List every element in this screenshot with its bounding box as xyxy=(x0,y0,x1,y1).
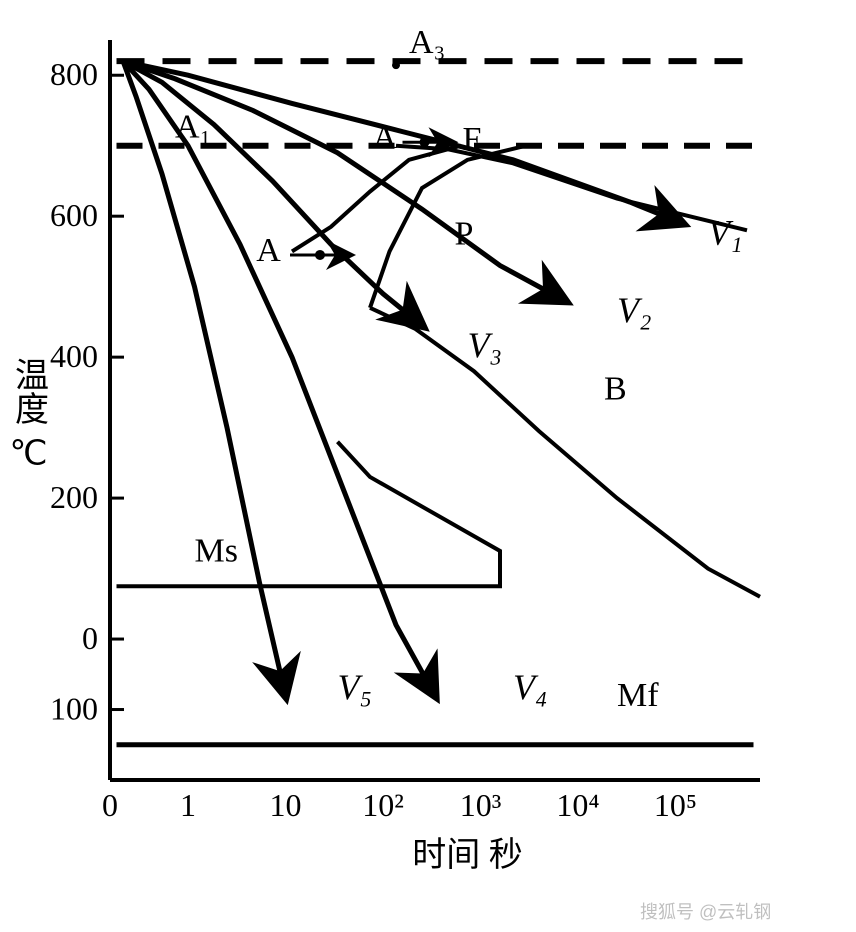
x-axis-label: 时间 秒 xyxy=(412,836,523,874)
x-tick-label: 0 xyxy=(102,787,118,823)
phase-label: Mf xyxy=(617,677,659,714)
y-axis-label: 温度 ℃ xyxy=(10,357,48,474)
cooling-curve-v4 xyxy=(123,61,435,695)
y-tick-label: 200 xyxy=(50,479,98,515)
x-tick-label: 10 xyxy=(270,787,302,823)
cct-curve-p-start xyxy=(292,146,461,252)
x-tick-label: 10⁵ xyxy=(654,787,697,823)
y-tick-label: 100 xyxy=(50,691,98,727)
cct-curve-b xyxy=(370,308,760,597)
x-tick-label: 10³ xyxy=(460,787,502,823)
arrow-label-ap-a: A xyxy=(256,232,281,269)
cct-curve-f xyxy=(396,146,747,231)
phase-label: B xyxy=(604,370,627,407)
watermark: 搜狐号 @云轧钢 xyxy=(640,898,771,924)
arrow-label-af-a: A xyxy=(373,119,398,156)
cooling-curve-label: V₂ xyxy=(617,290,652,330)
cooling-curve-label: V₁ xyxy=(708,212,743,252)
dot-icon xyxy=(315,250,325,260)
x-tick-label: 10⁴ xyxy=(556,787,599,823)
y-tick-label: 800 xyxy=(50,56,98,92)
dashed-line-label: A₁ xyxy=(175,109,211,146)
y-tick-label: 600 xyxy=(50,197,98,233)
cooling-curve-label: V₃ xyxy=(468,325,503,365)
cooling-curve-v5 xyxy=(123,61,286,695)
cooling-curve-label: V₄ xyxy=(513,667,548,707)
arrow-label-af-f: F xyxy=(463,121,482,158)
dashed-line-label: A₃ xyxy=(409,24,445,61)
y-tick-label: 0 xyxy=(82,620,98,656)
dot-icon xyxy=(392,61,400,69)
x-tick-label: 10² xyxy=(362,787,404,823)
cooling-curve-label: V₅ xyxy=(338,667,373,707)
dot-icon xyxy=(420,137,430,147)
ms-line xyxy=(117,442,501,586)
y-tick-label: 400 xyxy=(50,338,98,374)
phase-label: P xyxy=(455,215,474,252)
phase-label: Ms xyxy=(195,533,238,570)
x-tick-label: 1 xyxy=(180,787,196,823)
